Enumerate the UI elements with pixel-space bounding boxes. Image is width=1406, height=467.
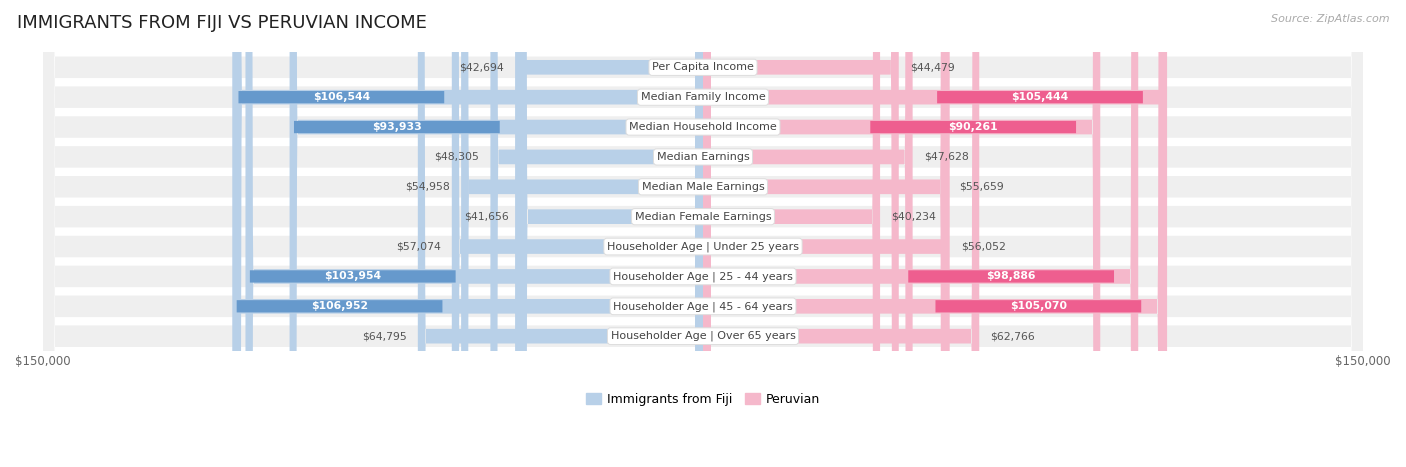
FancyBboxPatch shape <box>42 0 1364 467</box>
Text: Source: ZipAtlas.com: Source: ZipAtlas.com <box>1271 14 1389 24</box>
FancyBboxPatch shape <box>232 0 703 467</box>
Text: $105,070: $105,070 <box>1010 301 1067 311</box>
FancyBboxPatch shape <box>42 0 1364 467</box>
FancyBboxPatch shape <box>491 0 703 467</box>
Text: Median Male Earnings: Median Male Earnings <box>641 182 765 192</box>
FancyBboxPatch shape <box>42 0 1364 467</box>
FancyBboxPatch shape <box>42 0 1364 467</box>
FancyBboxPatch shape <box>703 0 880 467</box>
Text: Median Female Earnings: Median Female Earnings <box>634 212 772 222</box>
FancyBboxPatch shape <box>233 0 703 467</box>
FancyBboxPatch shape <box>294 121 499 133</box>
Text: $56,052: $56,052 <box>960 241 1005 252</box>
FancyBboxPatch shape <box>938 91 1143 103</box>
Text: $90,261: $90,261 <box>949 122 998 132</box>
FancyBboxPatch shape <box>461 0 703 467</box>
Text: $40,234: $40,234 <box>891 212 936 222</box>
FancyBboxPatch shape <box>703 0 949 467</box>
Text: Median Household Income: Median Household Income <box>628 122 778 132</box>
Text: $48,305: $48,305 <box>434 152 479 162</box>
FancyBboxPatch shape <box>703 0 1101 467</box>
Text: Householder Age | 45 - 64 years: Householder Age | 45 - 64 years <box>613 301 793 311</box>
FancyBboxPatch shape <box>290 0 703 467</box>
Text: $98,886: $98,886 <box>987 271 1036 282</box>
FancyBboxPatch shape <box>250 270 456 283</box>
FancyBboxPatch shape <box>520 0 703 467</box>
Text: Per Capita Income: Per Capita Income <box>652 62 754 72</box>
FancyBboxPatch shape <box>42 0 1364 467</box>
FancyBboxPatch shape <box>870 121 1076 133</box>
Text: $106,544: $106,544 <box>312 92 370 102</box>
FancyBboxPatch shape <box>908 270 1114 283</box>
FancyBboxPatch shape <box>703 0 1139 467</box>
FancyBboxPatch shape <box>42 0 1364 467</box>
FancyBboxPatch shape <box>935 300 1142 312</box>
Text: $41,656: $41,656 <box>464 212 509 222</box>
Text: $103,954: $103,954 <box>325 271 381 282</box>
Text: Householder Age | 25 - 44 years: Householder Age | 25 - 44 years <box>613 271 793 282</box>
FancyBboxPatch shape <box>42 0 1364 467</box>
FancyBboxPatch shape <box>246 0 703 467</box>
FancyBboxPatch shape <box>703 0 948 467</box>
Text: $64,795: $64,795 <box>363 331 406 341</box>
FancyBboxPatch shape <box>703 0 1166 467</box>
Text: $57,074: $57,074 <box>396 241 441 252</box>
FancyBboxPatch shape <box>703 0 1167 467</box>
Text: Householder Age | Over 65 years: Householder Age | Over 65 years <box>610 331 796 341</box>
FancyBboxPatch shape <box>703 0 898 467</box>
FancyBboxPatch shape <box>239 91 444 103</box>
FancyBboxPatch shape <box>451 0 703 467</box>
FancyBboxPatch shape <box>703 0 979 467</box>
Text: $93,933: $93,933 <box>373 122 422 132</box>
Text: Median Family Income: Median Family Income <box>641 92 765 102</box>
Text: $106,952: $106,952 <box>311 301 368 311</box>
FancyBboxPatch shape <box>236 300 443 312</box>
Legend: Immigrants from Fiji, Peruvian: Immigrants from Fiji, Peruvian <box>581 388 825 410</box>
Text: $105,444: $105,444 <box>1011 92 1069 102</box>
Text: $44,479: $44,479 <box>910 62 955 72</box>
Text: $42,694: $42,694 <box>460 62 505 72</box>
Text: $47,628: $47,628 <box>924 152 969 162</box>
FancyBboxPatch shape <box>703 0 912 467</box>
Text: Householder Age | Under 25 years: Householder Age | Under 25 years <box>607 241 799 252</box>
Text: $54,958: $54,958 <box>405 182 450 192</box>
FancyBboxPatch shape <box>418 0 703 467</box>
Text: $55,659: $55,659 <box>959 182 1004 192</box>
Text: IMMIGRANTS FROM FIJI VS PERUVIAN INCOME: IMMIGRANTS FROM FIJI VS PERUVIAN INCOME <box>17 14 427 32</box>
FancyBboxPatch shape <box>42 0 1364 467</box>
Text: Median Earnings: Median Earnings <box>657 152 749 162</box>
FancyBboxPatch shape <box>515 0 703 467</box>
FancyBboxPatch shape <box>42 0 1364 467</box>
FancyBboxPatch shape <box>42 0 1364 467</box>
Text: $62,766: $62,766 <box>990 331 1035 341</box>
